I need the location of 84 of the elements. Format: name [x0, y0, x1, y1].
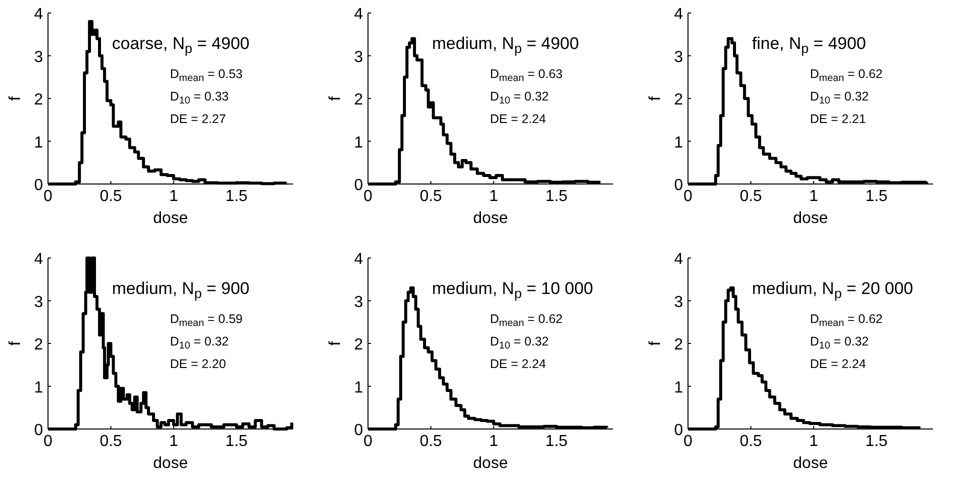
x-axis-title: dose [793, 455, 828, 472]
annotation: DE = 2.20 [170, 357, 226, 371]
x-tick-label: 0.5 [100, 188, 122, 205]
text: coarse, N$_{p}$ = 4900 [112, 34, 250, 56]
annotation: DE = 2.21 [810, 112, 866, 126]
y-tick-label: 0 [34, 177, 44, 194]
x-tick-label: 1 [489, 433, 498, 450]
x-tick-label: 1.5 [225, 188, 248, 205]
annotation: D$_{mean}$ = 0.62 [810, 67, 883, 84]
y-tick-label: 2 [34, 92, 44, 108]
y-tick-label: 1 [34, 379, 44, 396]
y-tick-label: 3 [674, 48, 684, 66]
annotation: DE = 2.24 [810, 357, 866, 371]
x-tick-label: 0.5 [420, 188, 442, 205]
y-tick-label: 2 [354, 336, 364, 354]
y-tick-label: 4 [354, 251, 364, 268]
x-tick-label: 1 [169, 433, 178, 450]
annotation: D$_{mean}$ = 0.63 [490, 67, 563, 84]
y-tick-label: 3 [354, 294, 364, 311]
x-tick-label: 1 [489, 188, 498, 205]
x-tick-label: 0.5 [420, 433, 442, 450]
x-axis-title: dose [793, 210, 828, 227]
y-tick-label: 0 [34, 422, 44, 439]
text: medium, N$_{p}$ = 20 000 [752, 279, 914, 302]
y-tick-label: 1 [674, 379, 684, 396]
x-tick-label: 1 [809, 433, 818, 450]
annotation: DE = 2.27 [170, 112, 226, 126]
annotation: D$_{10}$ = 0.32 [490, 334, 549, 352]
x-tick-label: 0.5 [100, 433, 122, 450]
x-tick-label: 1.5 [225, 433, 248, 450]
annotation: D$_{10}$ = 0.33 [170, 90, 229, 106]
annotation: D$_{10}$ = 0.32 [810, 90, 869, 106]
x-tick-label: 1.5 [865, 188, 888, 205]
y-tick-label: 4 [34, 6, 44, 23]
x-tick-label: 1 [809, 188, 818, 205]
y-tick-label: 2 [674, 336, 684, 354]
y-tick-label: 1 [674, 134, 684, 152]
y-tick-label: 4 [354, 6, 364, 23]
y-tick-label: 3 [354, 48, 364, 66]
text: medium, N$_{p}$ = 900 [112, 279, 250, 302]
x-tick-label: 1.5 [865, 433, 888, 450]
annotation: D$_{mean}$ = 0.59 [170, 312, 243, 329]
annotation: D$_{mean}$ = 0.62 [810, 312, 883, 329]
y-tick-label: 1 [354, 379, 364, 396]
x-axis-title: dose [473, 455, 508, 472]
y-tick-label: 0 [354, 177, 364, 194]
x-tick-label: 0.5 [740, 188, 762, 205]
x-tick-label: 1.5 [545, 188, 568, 205]
annotation: DE = 2.24 [490, 112, 546, 126]
annotation: D$_{10}$ = 0.32 [810, 334, 869, 352]
y-axis-title: f [7, 96, 24, 101]
annotation: D$_{10}$ = 0.32 [490, 90, 549, 106]
y-tick-label: 4 [674, 251, 684, 268]
y-tick-label: 2 [674, 92, 684, 108]
y-axis-title: f [7, 340, 24, 346]
x-axis-title: dose [153, 455, 188, 472]
x-axis-title: dose [473, 210, 508, 227]
annotation: D$_{10}$ = 0.32 [170, 334, 229, 352]
y-axis-title: f [647, 340, 664, 346]
y-tick-label: 0 [354, 422, 364, 439]
y-tick-label: 0 [674, 177, 684, 194]
y-tick-label: 3 [34, 48, 44, 66]
text: fine, N$_{p}$ = 4900 [752, 34, 866, 56]
x-tick-label: 1 [169, 188, 178, 205]
y-axis-title: f [327, 96, 344, 101]
y-tick-label: 3 [34, 294, 44, 311]
y-tick-label: 1 [354, 134, 364, 152]
text: medium, N$_{p}$ = 10 000 [432, 279, 594, 302]
annotation: D$_{mean}$ = 0.53 [170, 67, 243, 84]
y-tick-label: 3 [674, 294, 684, 311]
y-tick-label: 2 [354, 92, 364, 108]
annotation: DE = 2.24 [490, 357, 546, 371]
annotation: D$_{mean}$ = 0.62 [490, 312, 563, 329]
y-axis-title: f [327, 340, 344, 346]
y-axis-title: f [647, 96, 664, 101]
x-axis-title: dose [153, 210, 188, 227]
x-tick-label: 0.5 [740, 433, 762, 450]
y-tick-label: 4 [674, 6, 684, 23]
y-tick-label: 4 [34, 251, 44, 268]
y-tick-label: 0 [674, 422, 684, 439]
y-tick-label: 1 [34, 134, 44, 152]
x-tick-label: 1.5 [545, 433, 568, 450]
y-tick-label: 2 [34, 336, 44, 354]
text: medium, N$_{p}$ = 4900 [432, 34, 579, 56]
